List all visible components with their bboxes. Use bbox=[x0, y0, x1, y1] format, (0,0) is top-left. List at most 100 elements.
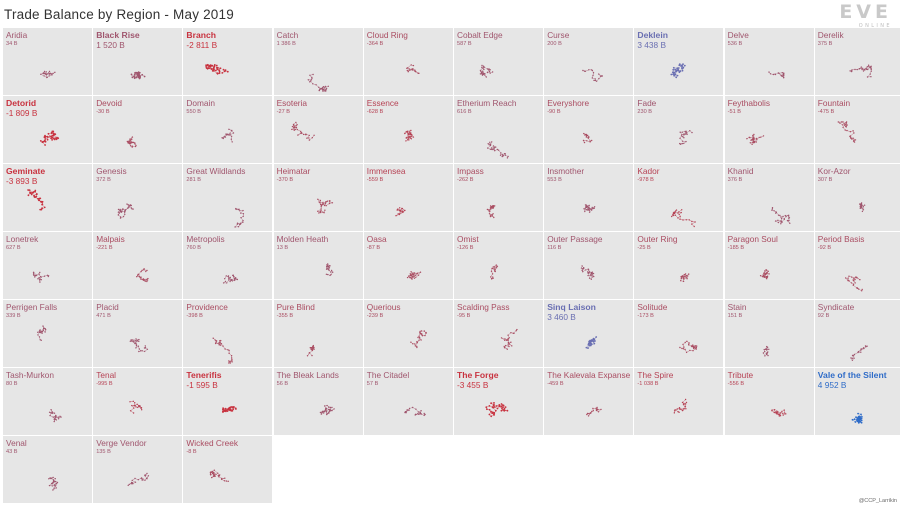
system-dot bbox=[134, 404, 137, 407]
region-tile-fountain: Fountain -475 B bbox=[814, 96, 900, 163]
region-starmap bbox=[679, 130, 694, 145]
system-dot bbox=[413, 277, 415, 279]
system-dot bbox=[321, 411, 323, 413]
system-dot bbox=[134, 143, 136, 145]
system-dot bbox=[591, 274, 593, 277]
system-dot bbox=[490, 206, 492, 209]
region-trade-balance: -3 455 B bbox=[457, 380, 489, 390]
system-dot bbox=[57, 418, 60, 420]
region-trade-balance: -173 B bbox=[637, 313, 654, 319]
system-dot bbox=[672, 73, 675, 76]
system-dot bbox=[330, 409, 333, 412]
system-dot bbox=[683, 402, 685, 405]
system-dot bbox=[489, 141, 491, 143]
system-dot bbox=[588, 209, 590, 211]
region-name: Outer Passage bbox=[547, 234, 603, 244]
system-dot bbox=[594, 340, 597, 342]
system-dot bbox=[850, 276, 853, 278]
system-dot bbox=[865, 68, 868, 71]
system-dot bbox=[46, 73, 48, 75]
system-dot bbox=[308, 139, 310, 141]
system-dot bbox=[316, 210, 318, 212]
system-dot bbox=[861, 210, 863, 213]
system-dot bbox=[856, 277, 858, 279]
system-dot bbox=[327, 268, 329, 271]
system-dot bbox=[117, 211, 120, 213]
system-dot bbox=[683, 404, 685, 406]
system-dot bbox=[679, 408, 681, 410]
system-dot bbox=[309, 347, 312, 349]
system-dot bbox=[844, 124, 846, 126]
system-dot bbox=[406, 409, 408, 411]
system-dot bbox=[47, 132, 50, 135]
region-trade-balance: -27 B bbox=[276, 109, 290, 115]
system-dot bbox=[416, 341, 418, 344]
region-name: Genesis bbox=[96, 166, 127, 176]
region-name: Sinq Laison bbox=[547, 302, 596, 312]
system-dot bbox=[319, 411, 321, 414]
system-dot bbox=[850, 70, 853, 73]
region-trade-balance: 230 B bbox=[637, 109, 653, 115]
system-dot bbox=[292, 126, 294, 129]
system-dot bbox=[39, 329, 41, 331]
system-dot bbox=[52, 416, 54, 418]
system-dot bbox=[414, 276, 417, 278]
region-tile-geminate: Geminate -3 893 B bbox=[3, 164, 92, 231]
system-dot bbox=[221, 137, 224, 139]
system-dot bbox=[322, 88, 324, 91]
system-dot bbox=[673, 211, 676, 213]
system-dot bbox=[867, 64, 870, 66]
system-dot bbox=[55, 419, 58, 421]
system-dot bbox=[772, 73, 774, 76]
system-dot bbox=[601, 75, 603, 77]
system-dot bbox=[224, 410, 227, 412]
system-dot bbox=[49, 414, 51, 417]
system-dot bbox=[331, 202, 333, 204]
system-dot bbox=[228, 352, 231, 354]
system-dot bbox=[852, 137, 854, 139]
system-dot bbox=[133, 407, 135, 409]
system-dot bbox=[231, 141, 234, 143]
system-dot bbox=[43, 206, 46, 209]
region-name: Detorid bbox=[6, 98, 37, 108]
system-dot bbox=[587, 207, 589, 209]
system-dot bbox=[227, 133, 229, 135]
system-dot bbox=[293, 129, 295, 131]
system-dot bbox=[216, 340, 218, 342]
system-dot bbox=[691, 220, 693, 223]
system-dot bbox=[45, 71, 47, 73]
system-dot bbox=[39, 276, 42, 278]
system-dot bbox=[139, 71, 141, 74]
system-dot bbox=[40, 73, 42, 75]
region-connections bbox=[674, 399, 688, 414]
system-dot bbox=[330, 406, 333, 409]
system-dot bbox=[860, 202, 863, 204]
region-tile-cobalt-edge: Cobalt Edge 587 B bbox=[454, 28, 543, 95]
system-dot bbox=[213, 67, 216, 69]
system-dot bbox=[682, 66, 685, 69]
region-starmap bbox=[290, 121, 315, 141]
system-dot bbox=[320, 206, 322, 208]
system-dot bbox=[132, 400, 135, 402]
system-dot bbox=[600, 408, 602, 411]
system-dot bbox=[497, 149, 500, 151]
system-dot bbox=[223, 136, 225, 138]
region-tile-immensea: Immensea -559 B bbox=[363, 164, 453, 231]
system-dot bbox=[412, 273, 415, 276]
system-dot bbox=[587, 347, 590, 349]
system-dot bbox=[414, 408, 417, 410]
system-dot bbox=[679, 137, 682, 139]
region-starmap bbox=[403, 129, 414, 142]
system-dot bbox=[675, 69, 678, 71]
region-name: Period Basis bbox=[817, 234, 865, 244]
system-dot bbox=[491, 411, 494, 414]
system-dot bbox=[410, 138, 412, 140]
system-dot bbox=[398, 207, 401, 209]
system-dot bbox=[140, 278, 142, 280]
region-tile-placid: Placid 471 B bbox=[93, 300, 183, 367]
region-starmap bbox=[223, 274, 239, 284]
system-dot bbox=[686, 340, 688, 342]
region-starmap bbox=[319, 404, 335, 416]
system-dot bbox=[591, 339, 594, 342]
system-dot bbox=[516, 328, 518, 331]
